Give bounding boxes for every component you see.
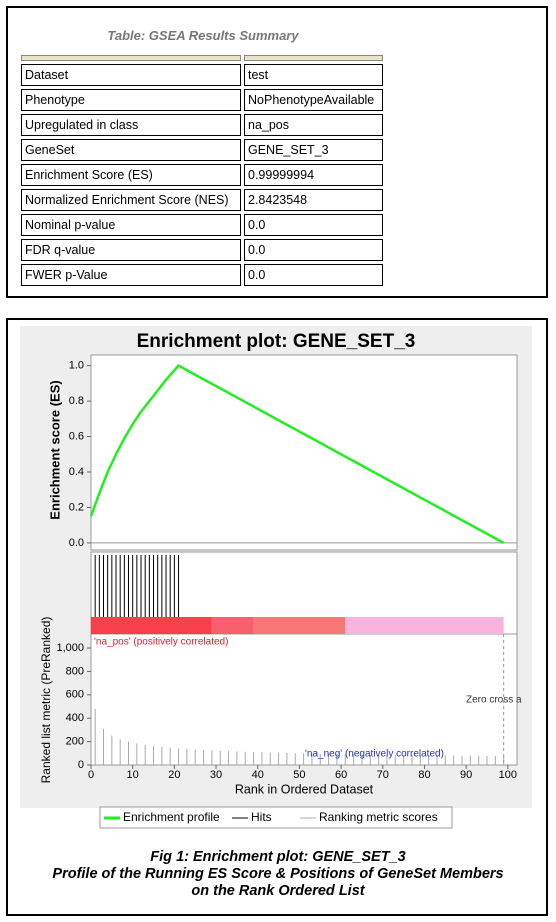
x-axis-label: Rank in Ordered Dataset <box>235 782 374 796</box>
legend <box>99 806 453 829</box>
table-cell: GeneSet <box>21 139 241 161</box>
y-tick-label: 0.6 <box>69 430 84 442</box>
y-tick-label: 0.4 <box>69 466 84 478</box>
es-line <box>89 364 505 545</box>
caption-line: Fig 1: Enrichment plot: GENE_SET_3 <box>150 849 406 865</box>
y2-tick-label: 0 <box>78 759 84 771</box>
y-tick-label: 0.8 <box>69 395 84 407</box>
x-tick-label: 80 <box>418 769 430 781</box>
results-table: Dataset test Phenotype NoPhenotypeAvailable… <box>18 52 386 289</box>
table-row: Upregulated in class na_pos <box>21 114 383 136</box>
annotation: 'na_neg' (negatively correlated) <box>305 749 444 760</box>
legend-label: Hits <box>251 810 272 824</box>
summary-box: Table: GSEA Results Summary Dataset test P… <box>6 6 548 298</box>
metric-panel <box>90 633 518 766</box>
figure-box <box>6 318 548 916</box>
table-row: Dataset test <box>21 64 383 86</box>
y-axis-label: Enrichment score (ES) <box>47 380 62 519</box>
x-tick-label: 50 <box>293 769 305 781</box>
x-tick-label: 90 <box>460 769 472 781</box>
x-tick-label: 40 <box>252 769 264 781</box>
table-cell: test <box>244 64 383 86</box>
table-cell: 0.0 <box>244 239 383 261</box>
table-cell: GENE_SET_3 <box>244 139 383 161</box>
table-row: Normalized Enrichment Score (NES) 2.84235… <box>21 189 383 211</box>
annotation: 'na_pos' (positively correlated) <box>94 637 228 648</box>
table-row: FWER p-Value 0.0 <box>21 264 383 286</box>
x-tick-label: 70 <box>377 769 389 781</box>
table-cell: Normalized Enrichment Score (NES) <box>21 189 241 211</box>
table-row: Phenotype NoPhenotypeAvailable <box>21 89 383 111</box>
table-cell: Phenotype <box>21 89 241 111</box>
table-cell: FWER p-Value <box>21 264 241 286</box>
table-cell: Enrichment Score (ES) <box>21 164 241 186</box>
table-row: FDR q-value 0.0 <box>21 239 383 261</box>
table-cell: na_pos <box>244 114 383 136</box>
x-tick-label: 100 <box>499 769 517 781</box>
header-bar <box>244 55 383 61</box>
table-cell: Dataset <box>21 64 241 86</box>
y2-tick-label: 1,000 <box>56 642 84 654</box>
table-cell: Nominal p-value <box>21 214 241 236</box>
rank-band <box>211 617 254 634</box>
y2-tick-label: 400 <box>66 712 84 724</box>
caption-line: Profile of the Running ES Score & Positi… <box>52 866 504 882</box>
legend-label: Ranking metric scores <box>319 810 438 824</box>
y2-tick-label: 200 <box>66 736 84 748</box>
caption-line: on the Rank Ordered List <box>191 883 365 899</box>
x-tick-label: 0 <box>88 769 94 781</box>
table-cell: 0.99999994 <box>244 164 383 186</box>
table-row: Nominal p-value 0.0 <box>21 214 383 236</box>
table-cell: 0.0 <box>244 264 383 286</box>
chart-title: Enrichment plot: GENE_SET_3 <box>137 331 416 352</box>
es-panel <box>90 354 518 551</box>
legend-label: Enrichment profile <box>123 810 220 824</box>
rank-band <box>253 617 346 634</box>
y2-tick-label: 600 <box>66 689 84 701</box>
y-tick-label: 1.0 <box>69 360 84 372</box>
table-cell: 0.0 <box>244 214 383 236</box>
table-cell: NoPhenotypeAvailable <box>244 89 383 111</box>
table-title: Table: GSEA Results Summary <box>107 28 299 43</box>
table-cell: FDR q-value <box>21 239 241 261</box>
header-bar <box>21 55 241 61</box>
y2-axis-label: Ranked list metric (PreRanked) <box>39 617 53 784</box>
annotation: Zero cross a <box>466 695 522 706</box>
table-cell: Upregulated in class <box>21 114 241 136</box>
rank-band <box>345 617 504 634</box>
x-tick-label: 60 <box>335 769 347 781</box>
rank-band <box>91 617 212 634</box>
y2-tick-label: 800 <box>66 665 84 677</box>
y-tick-label: 0.2 <box>69 501 84 513</box>
y-tick-label: 0.0 <box>69 537 84 549</box>
x-tick-label: 30 <box>210 769 222 781</box>
x-tick-label: 20 <box>168 769 180 781</box>
table-cell: 2.8423548 <box>244 189 383 211</box>
x-tick-label: 10 <box>127 769 139 781</box>
table-row: GeneSet GENE_SET_3 <box>21 139 383 161</box>
table-row: Enrichment Score (ES) 0.99999994 <box>21 164 383 186</box>
